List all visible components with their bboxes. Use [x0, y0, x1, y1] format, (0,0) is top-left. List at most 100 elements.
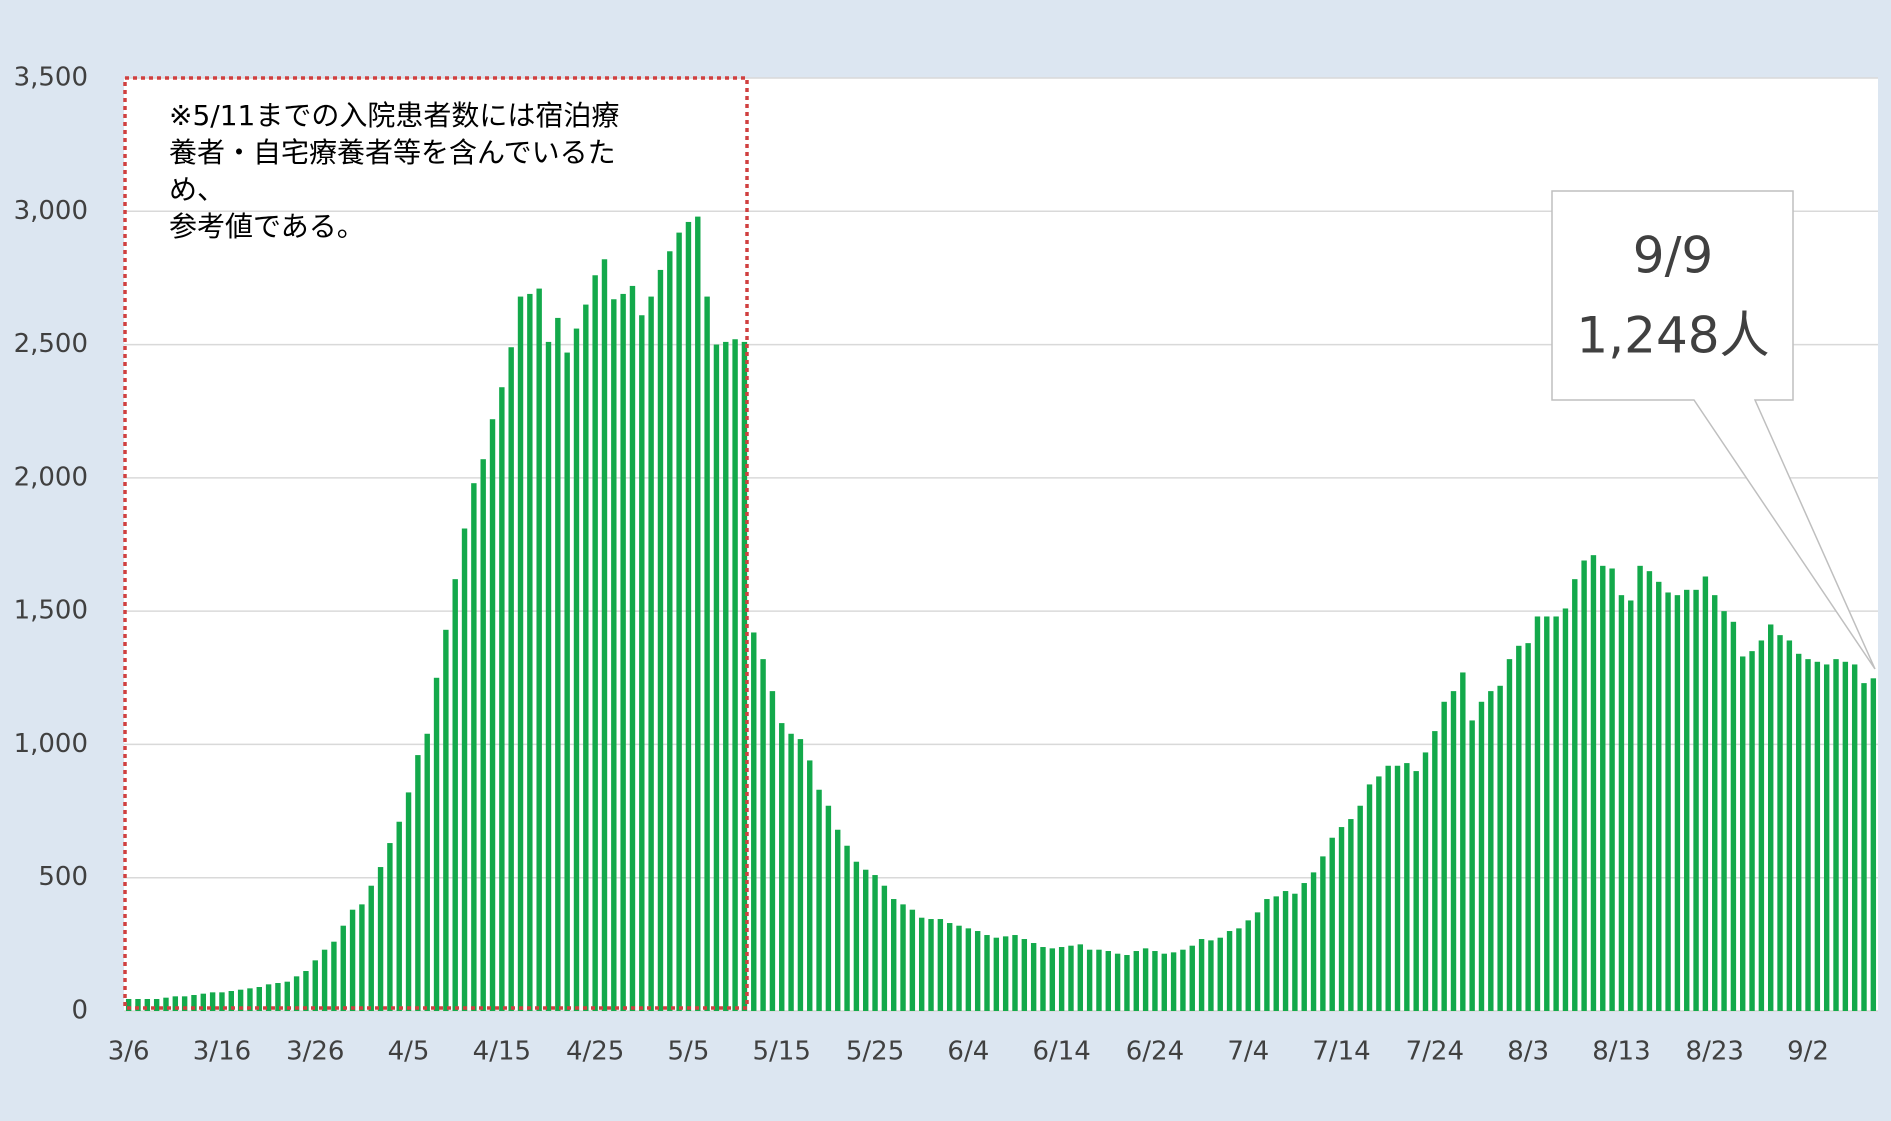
bar [1077, 944, 1084, 1011]
bar [1488, 691, 1494, 1011]
bar [1795, 653, 1802, 1011]
bar [1320, 856, 1326, 1011]
bar [1152, 951, 1158, 1011]
bar [1376, 776, 1382, 1011]
bar [629, 285, 636, 1011]
note-line: 参考値である。 [169, 210, 365, 243]
x-tick-label: 6/14 [1032, 1037, 1090, 1067]
bar [1329, 837, 1335, 1011]
x-tick-label: 9/2 [1787, 1037, 1829, 1067]
x-tick-label: 6/4 [947, 1037, 989, 1067]
bar [1712, 595, 1718, 1011]
bar [489, 419, 496, 1011]
bar [1721, 611, 1727, 1011]
bar [1040, 947, 1046, 1011]
bar [517, 296, 524, 1011]
bar [181, 996, 188, 1011]
bar [928, 919, 934, 1011]
bar [583, 304, 589, 1012]
bar [1814, 661, 1821, 1011]
bar [247, 988, 253, 1011]
bar [1870, 678, 1877, 1011]
bar [1600, 565, 1606, 1011]
bar [349, 909, 356, 1011]
bar [1684, 589, 1690, 1011]
bar [760, 659, 766, 1011]
bar [1628, 600, 1634, 1011]
bar [741, 341, 748, 1011]
bar [984, 935, 990, 1011]
bar [228, 991, 234, 1011]
bar [536, 288, 542, 1011]
note-line: め、 [169, 173, 225, 206]
bar [853, 861, 860, 1011]
bar [1301, 883, 1307, 1011]
bar [1142, 948, 1149, 1011]
labels: 0 500 1,000 1,500 2,000 2,500 3,000 3,500 3/6 3/1… [14, 63, 1829, 1067]
bar [1432, 731, 1438, 1011]
bar [909, 909, 916, 1011]
bar [1217, 937, 1223, 1011]
bar [1590, 555, 1597, 1011]
bar [331, 941, 337, 1011]
bar [891, 899, 897, 1011]
bar [256, 987, 262, 1011]
bar [312, 960, 318, 1011]
bar [1609, 568, 1615, 1011]
x-tick-label: 4/25 [566, 1037, 624, 1067]
y-tick-label: 1,500 [14, 596, 88, 626]
bar [685, 221, 692, 1011]
x-tick-label: 4/5 [388, 1037, 430, 1067]
x-tick-label: 5/25 [846, 1037, 904, 1067]
bar [303, 971, 309, 1011]
bar [293, 976, 300, 1011]
bar [1226, 931, 1233, 1011]
bar [704, 296, 710, 1011]
bar [424, 733, 430, 1011]
bar [1460, 672, 1466, 1011]
y-tick-label: 3,500 [14, 63, 88, 93]
bar [1394, 765, 1401, 1011]
bar [1646, 571, 1653, 1011]
bar [1021, 939, 1028, 1011]
bar [797, 739, 804, 1011]
bar [863, 869, 869, 1011]
bar [835, 829, 841, 1011]
bar [1618, 595, 1625, 1011]
x-tick-label: 7/14 [1312, 1037, 1370, 1067]
bar [937, 919, 944, 1011]
bar [1058, 947, 1065, 1011]
bar [1068, 945, 1074, 1011]
note: ※5/11までの入院患者数には宿泊療養者・自宅療養者等を含んでいるため、参考値で… [169, 99, 619, 243]
bar [1777, 635, 1783, 1011]
bar [667, 251, 673, 1011]
callout: 9/9 1,248人 [1576, 227, 1769, 365]
bar [1348, 819, 1354, 1011]
bar [219, 992, 225, 1011]
bar [1534, 616, 1541, 1011]
x-tick-label: 3/16 [193, 1037, 251, 1067]
bar [816, 789, 822, 1011]
bar [825, 805, 832, 1011]
bar [527, 293, 533, 1011]
bar [1730, 621, 1737, 1011]
bar [1049, 948, 1056, 1011]
bars [125, 216, 1877, 1012]
bar [1665, 592, 1671, 1011]
bar [1553, 616, 1559, 1011]
x-tick-label: 3/6 [108, 1037, 150, 1067]
bar [499, 387, 505, 1011]
bar [1506, 659, 1513, 1011]
y-tick-label: 2,500 [14, 329, 88, 359]
bar [275, 983, 281, 1011]
bar [1544, 616, 1550, 1011]
bar [1357, 805, 1363, 1011]
bar [807, 760, 813, 1011]
bar [471, 483, 477, 1011]
bar [433, 677, 440, 1011]
bar [601, 259, 608, 1012]
x-tick-label: 5/5 [668, 1037, 710, 1067]
bar [1189, 945, 1195, 1011]
bar [1030, 943, 1037, 1011]
